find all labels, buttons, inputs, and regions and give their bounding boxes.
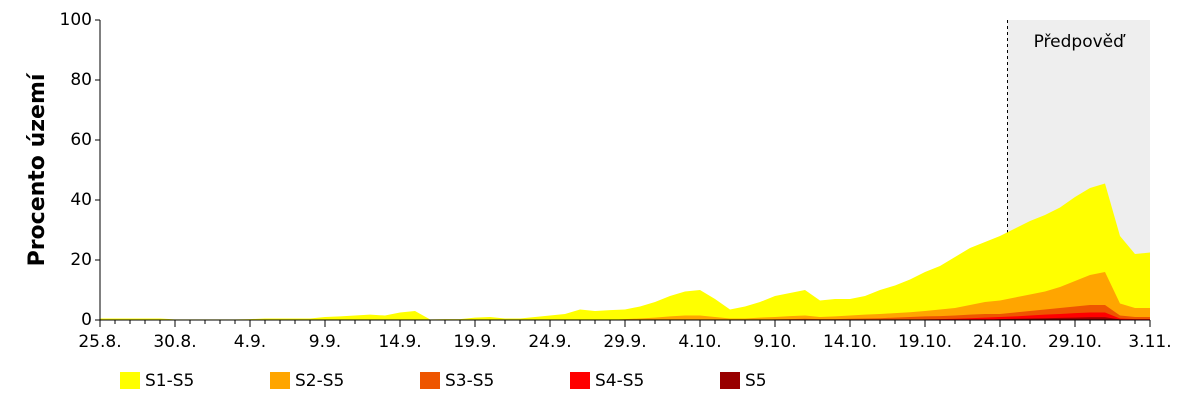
y-tick-label: 0 — [81, 310, 92, 330]
x-tick-label: 4.10. — [678, 332, 721, 352]
x-tick-label: 19.9. — [453, 332, 496, 352]
x-tick-label: 24.10. — [973, 332, 1027, 352]
x-tick-label: 29.9. — [603, 332, 646, 352]
area — [100, 183, 1150, 320]
legend-swatch — [270, 372, 290, 389]
x-tick-label: 14.10. — [823, 332, 877, 352]
legend-label: S3-S5 — [445, 371, 494, 391]
y-tick-label: 100 — [60, 10, 92, 30]
legend-swatch — [570, 372, 590, 389]
x-tick-label: 24.9. — [528, 332, 571, 352]
x-tick-label: 14.9. — [378, 332, 421, 352]
x-tick-label: 9.9. — [309, 332, 341, 352]
legend-label: S2-S5 — [295, 371, 344, 391]
x-tick-label: 9.10. — [753, 332, 796, 352]
y-tick-label: 60 — [70, 130, 92, 150]
x-tick-label: 29.10. — [1048, 332, 1102, 352]
x-tick-label: 3.11. — [1128, 332, 1171, 352]
y-tick-label: 80 — [70, 70, 92, 90]
legend-label: S4-S5 — [595, 371, 644, 391]
legend-swatch — [720, 372, 740, 389]
legend-swatch — [120, 372, 140, 389]
legend-label: S5 — [745, 371, 767, 391]
x-tick-label: 25.8. — [78, 332, 121, 352]
legend-swatch — [420, 372, 440, 389]
y-tick-label: 20 — [70, 250, 92, 270]
y-axis-label: Procento území — [25, 72, 50, 266]
legend-label: S1-S5 — [145, 371, 194, 391]
x-tick-label: 4.9. — [234, 332, 266, 352]
y-tick-label: 40 — [70, 190, 92, 210]
forecast-label: Předpověď — [1034, 32, 1127, 52]
x-tick-label: 30.8. — [153, 332, 196, 352]
x-tick-label: 19.10. — [898, 332, 952, 352]
